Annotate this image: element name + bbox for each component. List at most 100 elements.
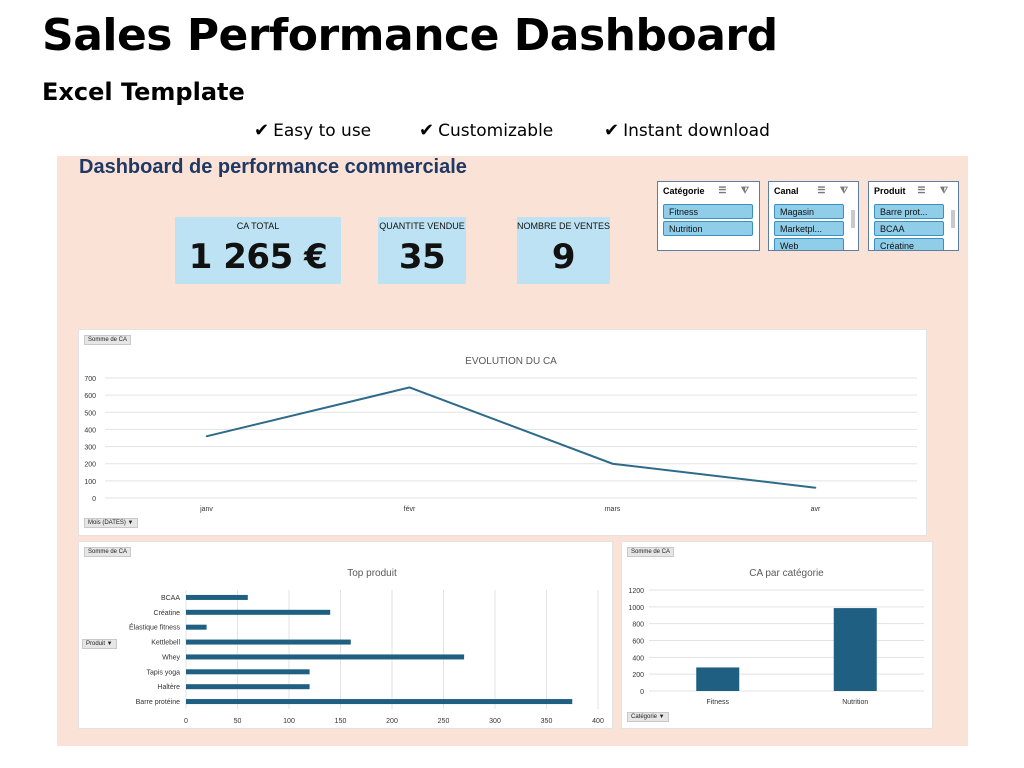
vbar-chart: CA par catégorie 0 200 400 600 800 1000 1200 Fit… [628, 568, 924, 706]
y-tick-label: 800 [632, 622, 644, 629]
chart-title: CA par catégorie [749, 568, 824, 579]
data-point [611, 462, 614, 465]
y-tick-label: Kettlebell [151, 640, 180, 647]
feature-label: Instant download [623, 121, 770, 141]
chart-evolution-panel: Somme de CA Mois (DATES) EVOLUTION DU CA… [78, 329, 927, 536]
y-tick-label: BCAA [161, 595, 180, 602]
slicer-categorie[interactable]: Catégorie ☰ ⧨ Fitness Nutrition [657, 181, 760, 251]
y-tick-label: Créatine [154, 610, 181, 617]
bar [186, 594, 248, 600]
x-tick-label: 150 [335, 718, 347, 725]
kpi-value: 9 [551, 237, 576, 277]
x-tick-label: 0 [184, 718, 188, 725]
feature-item: ✔ Instant download [604, 120, 770, 141]
series-line [206, 386, 816, 489]
feature-item: ✔ Easy to use [254, 120, 371, 141]
y-tick-label: Haltère [157, 684, 180, 691]
bar [833, 608, 877, 691]
slicer-header: Canal ☰ ⧨ [769, 182, 858, 202]
field-button-mois[interactable]: Mois (DATES) [84, 518, 138, 528]
field-button-somme[interactable]: Somme de CA [84, 547, 132, 557]
y-tick-label: 0 [92, 496, 96, 503]
x-tick-label: 350 [541, 718, 553, 725]
x-tick-label: 100 [283, 718, 295, 725]
slicer-item[interactable]: Marketpl... [774, 221, 844, 236]
chart-title: EVOLUTION DU CA [465, 356, 557, 367]
y-tick-label: Tapis yoga [147, 669, 181, 676]
slicer-scrollbar[interactable] [851, 210, 855, 228]
slicer-item[interactable]: Créatine [874, 238, 944, 250]
multiselect-filter-icon[interactable]: ☰ ⧨ [817, 185, 854, 195]
page-subtitle: Excel Template [42, 78, 245, 106]
x-tick-label: 400 [592, 718, 604, 725]
y-tick-label: Whey [162, 654, 180, 661]
slicer-item[interactable]: Barre prot... [874, 204, 944, 219]
page-title: Sales Performance Dashboard [42, 10, 778, 61]
dashboard-sheet: Dashboard de performance commerciale CA … [57, 156, 968, 746]
dashboard-title: Dashboard de performance commerciale [79, 156, 467, 178]
bar [696, 667, 740, 691]
slicer-canal[interactable]: Canal ☰ ⧨ Magasin Marketpl... Web [768, 181, 859, 251]
data-point [814, 486, 817, 489]
kpi-quantite: QUANTITE VENDUE 35 [378, 217, 466, 284]
x-tick-label: Nutrition [842, 699, 868, 706]
data-point [408, 386, 411, 389]
x-tick-label: mars [605, 506, 621, 513]
data-point [205, 435, 208, 438]
y-tick-label: 200 [84, 462, 96, 469]
y-tick-label: Élastique fitness [129, 623, 180, 632]
check-icon: ✔ [254, 120, 270, 141]
y-tick-label: 600 [632, 639, 644, 646]
x-tick-label: 50 [234, 718, 242, 725]
feature-item: ✔ Customizable [419, 120, 553, 141]
field-button-somme[interactable]: Somme de CA [627, 547, 675, 557]
x-tick-label: avr [811, 506, 821, 513]
kpi-value: 1 265 € [188, 237, 328, 277]
check-icon: ✔ [419, 120, 435, 141]
y-tick-label: Barre protéine [136, 699, 180, 706]
x-tick-label: 250 [438, 718, 450, 725]
kpi-label: NOMBRE DE VENTES [517, 221, 611, 231]
slicer-title: Produit [874, 186, 906, 196]
kpi-ventes: NOMBRE DE VENTES 9 [517, 217, 610, 284]
slicer-header: Catégorie ☰ ⧨ [658, 182, 759, 202]
slicer-scrollbar[interactable] [951, 210, 955, 228]
slicer-produit[interactable]: Produit ☰ ⧨ Barre prot... BCAA Créatine [868, 181, 959, 251]
check-icon: ✔ [604, 120, 620, 141]
slicer-item[interactable]: Web [774, 238, 844, 250]
slicer-header: Produit ☰ ⧨ [869, 182, 958, 202]
x-tick-label: 200 [386, 718, 398, 725]
kpi-label: CA TOTAL [236, 221, 280, 231]
bar [186, 669, 310, 675]
kpi-value: 35 [398, 237, 446, 277]
bar [186, 684, 310, 690]
feature-label: Customizable [438, 121, 554, 141]
y-tick-label: 1200 [628, 588, 644, 595]
line-chart: EVOLUTION DU CA 0 100 200 300 400 500 600 700 jan… [84, 356, 917, 513]
field-button-categorie[interactable]: Catégorie [627, 712, 669, 722]
chart-top-produit-panel: Somme de CA Produit Top produit 0 50 100 150… [78, 541, 613, 729]
y-tick-label: 700 [84, 376, 96, 383]
slicer-item[interactable]: Magasin [774, 204, 844, 219]
x-tick-label: févr [404, 506, 416, 513]
slicer-item[interactable]: BCAA [874, 221, 944, 236]
multiselect-filter-icon[interactable]: ☰ ⧨ [917, 185, 954, 195]
y-tick-label: 300 [84, 445, 96, 452]
slicer-title: Canal [774, 186, 799, 196]
bar [186, 609, 331, 615]
slicer-item[interactable]: Nutrition [663, 221, 753, 236]
slicer-item[interactable]: Fitness [663, 204, 753, 219]
field-button-somme[interactable]: Somme de CA [84, 335, 132, 345]
feature-list: ✔ Easy to use ✔ Customizable ✔ Instant down… [0, 120, 1024, 144]
kpi-ca-total: CA TOTAL 1 265 € [175, 217, 341, 284]
multiselect-filter-icon[interactable]: ☰ ⧨ [718, 185, 755, 195]
kpi-label: QUANTITE VENDUE [379, 221, 465, 231]
y-tick-label: 1000 [628, 605, 644, 612]
bar [186, 624, 207, 630]
y-tick-label: 0 [640, 689, 644, 696]
feature-label: Easy to use [273, 121, 372, 141]
hbar-chart: Top produit 0 50 100 150 200 250 300 350 400 BCAA C… [129, 568, 604, 725]
y-tick-label: 400 [84, 427, 96, 434]
field-button-produit[interactable]: Produit [82, 639, 117, 649]
y-tick-label: 200 [632, 672, 644, 679]
